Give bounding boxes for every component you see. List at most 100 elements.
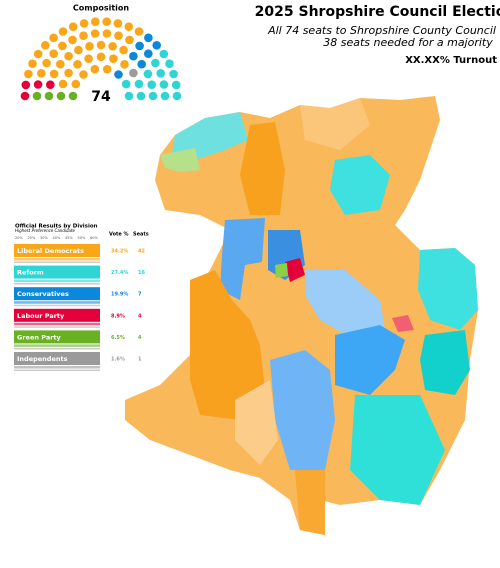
seat: [125, 35, 134, 45]
seat: [46, 80, 55, 89]
vote-share: 8.9%: [111, 313, 125, 319]
seat: [96, 52, 106, 62]
party-bar: [14, 258, 100, 261]
region: [220, 218, 265, 300]
party-bar: [14, 283, 100, 285]
seat: [24, 69, 33, 79]
region: [240, 122, 285, 215]
seats: 42: [138, 249, 145, 255]
composition-title: Composition: [73, 4, 129, 13]
seat: [68, 35, 77, 45]
seat: [42, 58, 51, 68]
vote-header: Vote %: [109, 232, 129, 238]
seat: [143, 69, 153, 79]
seat: [156, 69, 165, 78]
seat-total: 74: [91, 89, 111, 105]
region: [350, 395, 445, 505]
seat: [37, 69, 46, 78]
seat: [144, 49, 153, 58]
seat: [134, 79, 144, 89]
seat: [41, 41, 50, 50]
seat: [44, 91, 54, 101]
seat: [151, 58, 160, 68]
seat: [136, 91, 146, 101]
seat: [20, 91, 30, 101]
subtitle: 38 seats needed for a majority: [323, 36, 493, 49]
seat: [79, 19, 89, 28]
seat: [165, 59, 174, 68]
seat: [102, 17, 111, 27]
seat: [121, 79, 131, 89]
seat: [21, 80, 31, 90]
party-name: Conservatives: [17, 290, 69, 298]
seat: [33, 49, 43, 59]
vote-share: 6.5%: [111, 335, 125, 341]
party-name: Green Party: [17, 333, 62, 341]
party-name: Reform: [17, 269, 44, 277]
seat: [109, 54, 118, 63]
seat: [135, 41, 144, 51]
seats: 4: [138, 335, 142, 341]
region: [300, 98, 370, 150]
seat: [120, 60, 129, 69]
party-box: [14, 352, 100, 365]
seat: [32, 91, 42, 101]
scale-label: 50%: [78, 236, 86, 240]
party-bar: [14, 344, 100, 347]
seat: [119, 45, 128, 55]
party-bar: [14, 322, 100, 326]
party-name: Labour Party: [17, 312, 65, 320]
scale-label: 60%: [90, 236, 98, 240]
seat: [56, 59, 65, 69]
party-box: [14, 308, 100, 322]
party-bar: [14, 369, 100, 371]
map: [125, 96, 478, 535]
seat: [114, 70, 123, 79]
scale-label: 25%: [28, 236, 36, 240]
region: [305, 270, 385, 340]
title: 2025 Shropshire Council Election: [255, 4, 500, 20]
scale-label: 20%: [15, 236, 23, 240]
results-title: Official Results by Division: [15, 224, 98, 230]
seat: [96, 40, 106, 50]
seat: [113, 19, 123, 28]
seat: [91, 17, 100, 27]
region: [418, 248, 478, 330]
seat: [144, 33, 153, 43]
party-name: Independents: [17, 355, 68, 363]
party-box: [14, 287, 100, 301]
party-box: [14, 244, 100, 257]
turnout: XX.XX% Turnout: [405, 55, 497, 66]
results-subtitle: Highest Preference Candidate: [15, 228, 76, 233]
party-box: [14, 330, 100, 344]
seats: 7: [138, 292, 142, 298]
region: [285, 258, 305, 282]
seat: [159, 80, 169, 89]
vote-share: 27.4%: [111, 270, 128, 276]
party-bar: [14, 301, 100, 304]
seat: [147, 80, 156, 89]
region: [330, 155, 390, 215]
seats-header: Seats: [133, 232, 149, 238]
seat: [58, 41, 67, 51]
seats: 4: [138, 313, 142, 319]
seat: [56, 91, 66, 101]
seat: [49, 49, 58, 58]
seat: [102, 64, 112, 74]
seat: [114, 31, 123, 40]
region: [190, 270, 265, 420]
region: [335, 325, 405, 395]
seat: [159, 49, 169, 59]
seat: [79, 31, 88, 40]
seat: [160, 91, 170, 101]
seat: [33, 80, 43, 89]
seat: [169, 69, 178, 79]
seat: [85, 42, 94, 51]
seat: [74, 45, 83, 55]
seat: [171, 80, 181, 90]
seat: [64, 68, 73, 78]
seat: [64, 51, 73, 61]
seat: [79, 70, 88, 79]
seat: [172, 91, 182, 101]
